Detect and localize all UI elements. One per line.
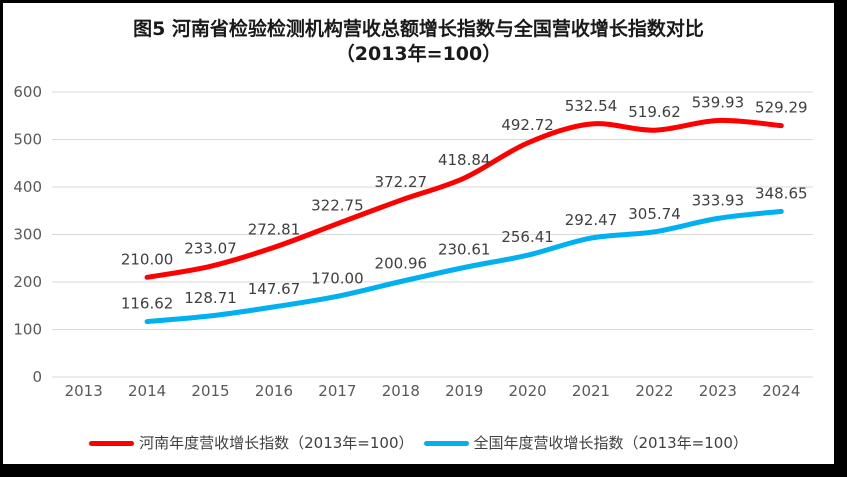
data-label: 529.29	[755, 99, 808, 117]
data-label: 539.93	[692, 94, 745, 112]
series-line-henan	[144, 117, 784, 280]
data-label: 147.67	[248, 280, 301, 298]
x-tick-label: 2013	[65, 382, 103, 400]
data-label: 322.75	[311, 197, 364, 215]
x-tick-label: 2024	[762, 382, 800, 400]
x-tick-label: 2022	[635, 382, 673, 400]
legend-label-national: 全国年度营收增长指数（2013年=100）	[473, 434, 748, 452]
x-tick-label: 2019	[445, 382, 483, 400]
data-label: 210.00	[121, 250, 174, 268]
x-tick-label: 2014	[128, 382, 166, 400]
data-label: 292.47	[565, 211, 618, 229]
data-label: 418.84	[438, 151, 491, 169]
y-tick-label: 600	[13, 83, 42, 101]
x-tick-label: 2020	[509, 382, 547, 400]
legend-item-national: 全国年度营收增长指数（2013年=100）	[423, 432, 748, 454]
line-chart: 0 100 200 300 400 500 600 2013 2014 2015 2016 2017 2…	[13, 83, 813, 400]
national-line-swatch	[423, 440, 469, 446]
y-tick-label: 200	[13, 273, 42, 291]
data-label: 305.74	[628, 205, 681, 223]
y-tick-label: 500	[13, 131, 42, 149]
x-tick-label: 2015	[191, 382, 229, 400]
data-label: 519.62	[628, 103, 681, 121]
data-label: 348.65	[755, 184, 808, 202]
legend-item-henan: 河南年度营收增长指数（2013年=100）	[89, 432, 414, 454]
data-label: 233.07	[184, 239, 237, 257]
y-tick-label: 100	[13, 321, 42, 339]
chart-subtitle: （2013年=100）	[335, 43, 502, 65]
data-label: 170.00	[311, 269, 364, 287]
data-label: 372.27	[375, 173, 428, 191]
data-label: 333.93	[692, 191, 745, 209]
data-label: 272.81	[248, 220, 301, 238]
chart-title: 图5 河南省检验检测机构营收总额增长指数与全国营收增长指数对比	[133, 18, 704, 40]
y-tick-label: 400	[13, 178, 42, 196]
y-tick-label: 0	[32, 368, 42, 386]
henan-line-swatch	[89, 440, 135, 446]
x-tick-label: 2017	[318, 382, 356, 400]
series-line-national	[144, 208, 784, 325]
x-tick-label: 2021	[572, 382, 610, 400]
data-label: 200.96	[375, 255, 428, 273]
chart-title-block: 图5 河南省检验检测机构营收总额增长指数与全国营收增长指数对比 （2013年=1…	[3, 17, 834, 67]
x-tick-label: 2023	[699, 382, 737, 400]
data-label: 128.71	[184, 289, 237, 307]
x-tick-label: 2016	[255, 382, 293, 400]
y-tick-label: 300	[13, 226, 42, 244]
data-label: 256.41	[501, 228, 554, 246]
chart-legend: 河南年度营收增长指数（2013年=100） 全国年度营收增长指数（2013年=1…	[3, 432, 834, 454]
legend-label-henan: 河南年度营收增长指数（2013年=100）	[139, 434, 414, 452]
data-label: 230.61	[438, 241, 491, 259]
data-label: 116.62	[121, 295, 174, 313]
line-chart-figure: 图5 河南省检验检测机构营收总额增长指数与全国营收增长指数对比 （2013年=1…	[3, 3, 834, 464]
x-tick-label: 2018	[382, 382, 420, 400]
data-label: 532.54	[565, 97, 618, 115]
data-label: 492.72	[501, 116, 554, 134]
